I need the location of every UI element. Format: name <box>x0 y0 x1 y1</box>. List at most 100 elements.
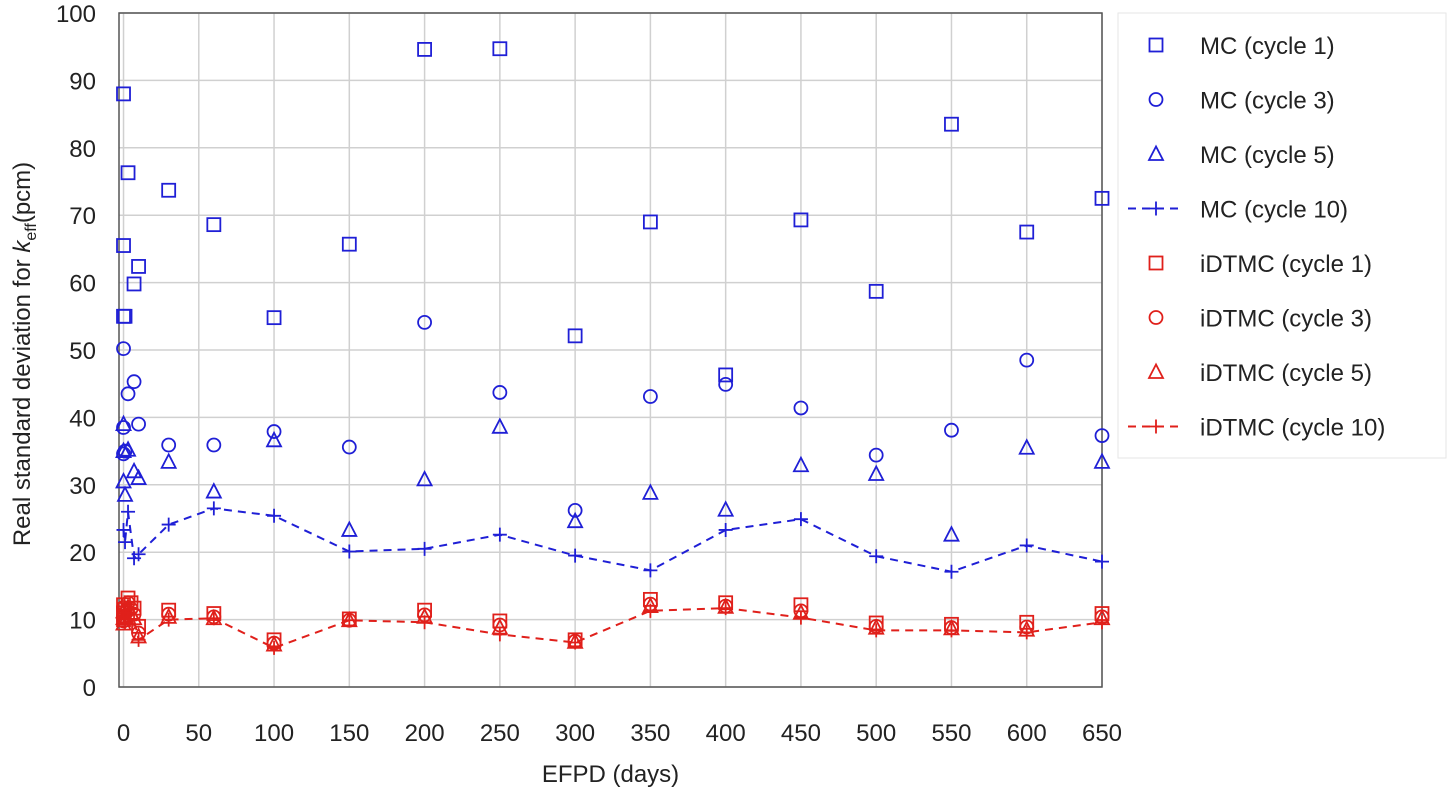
square-marker <box>131 259 146 274</box>
circle-marker <box>120 386 136 402</box>
y-tick-label: 80 <box>69 136 96 163</box>
plus-marker <box>492 627 507 642</box>
plus-marker <box>944 564 959 579</box>
circle-marker <box>793 400 809 416</box>
plus-marker <box>267 508 282 523</box>
triangle-marker <box>416 469 434 487</box>
plus-marker <box>342 544 357 559</box>
circle-marker <box>1019 352 1035 368</box>
x-axis-title: EFPD (days) <box>542 761 679 788</box>
series-idtmc-cycle-10 <box>116 601 1109 655</box>
plus-marker <box>718 522 733 537</box>
square-marker <box>1148 37 1164 53</box>
plus-marker <box>267 640 282 655</box>
triangle-marker <box>119 440 137 457</box>
square-marker <box>417 41 432 57</box>
triangle-marker <box>160 452 178 469</box>
plus-marker <box>417 541 432 556</box>
circle-marker <box>417 314 432 330</box>
plus-marker <box>718 601 733 616</box>
legend-item: MC (cycle 10) <box>1128 197 1348 224</box>
y-tick-label: 90 <box>69 68 96 95</box>
series-idtmc-cycle-3 <box>116 595 1110 651</box>
square-marker <box>161 182 177 198</box>
square-marker <box>116 238 131 253</box>
triangle-marker <box>942 525 960 542</box>
triangle-marker <box>566 511 584 529</box>
plus-marker <box>206 611 221 626</box>
triangle-marker <box>340 520 358 537</box>
legend-item: iDTMC (cycle 1) <box>1148 251 1372 278</box>
legend-label: iDTMC (cycle 3) <box>1200 306 1372 333</box>
square-marker <box>492 41 508 57</box>
square-marker <box>341 236 357 252</box>
triangle-marker <box>867 464 885 481</box>
y-axis-title-subscript: eff <box>23 223 40 241</box>
square-marker <box>117 308 133 324</box>
square-marker <box>116 86 131 102</box>
legend-item: iDTMC (cycle 5) <box>1147 360 1372 387</box>
triangle-marker <box>115 441 132 459</box>
x-tick-label: 300 <box>555 720 595 747</box>
plus-marker <box>121 504 136 519</box>
plus-marker <box>118 535 133 550</box>
series-mc-cycle-5 <box>115 414 1111 542</box>
circle-marker <box>868 447 884 463</box>
circle-marker <box>161 437 177 453</box>
plus-marker <box>161 612 176 627</box>
plus-marker <box>121 605 136 620</box>
triangle-marker <box>717 500 735 517</box>
square-marker <box>206 217 222 233</box>
y-tick-label: 40 <box>69 405 96 432</box>
legend-label: iDTMC (cycle 10) <box>1200 415 1385 442</box>
plot-frame <box>118 12 1103 688</box>
x-tick-label: 200 <box>405 720 445 747</box>
legend-box <box>1117 12 1447 459</box>
grid <box>119 12 1103 688</box>
x-tick-label: 500 <box>856 720 896 747</box>
square-marker <box>868 283 884 299</box>
triangle-marker <box>130 468 148 485</box>
y-axis-title-unit: (pcm) <box>9 162 36 223</box>
legend-item: MC (cycle 5) <box>1147 142 1335 169</box>
triangle-marker <box>115 471 132 489</box>
series-mc-cycle-3 <box>116 314 1110 518</box>
square-marker <box>126 276 142 292</box>
x-tick-label: 350 <box>630 720 670 747</box>
triangle-marker <box>1147 362 1165 379</box>
square-marker <box>1019 224 1035 240</box>
plus-marker <box>417 615 432 630</box>
y-tick-label: 50 <box>69 338 96 365</box>
plus-marker <box>793 512 808 527</box>
x-tick-label: 450 <box>781 720 821 747</box>
plus-marker <box>1019 538 1034 553</box>
triangle-marker <box>115 414 132 432</box>
square-marker <box>944 116 959 132</box>
square-marker <box>793 212 809 228</box>
plus-marker <box>568 548 583 563</box>
plus-marker <box>1095 554 1109 569</box>
circle-marker <box>1094 428 1110 443</box>
triangle-marker <box>1093 452 1111 469</box>
plus-marker <box>793 610 808 625</box>
series-mc-cycle-1 <box>116 41 1110 383</box>
circle-marker <box>492 385 508 400</box>
x-tick-label: 400 <box>706 720 746 747</box>
y-tick-label: 30 <box>69 473 96 500</box>
plus-marker <box>492 527 507 542</box>
y-tick-label: 0 <box>83 675 96 702</box>
circle-marker <box>1148 310 1164 325</box>
circle-marker <box>206 437 222 453</box>
square-marker <box>1094 190 1110 206</box>
plus-marker <box>127 612 142 627</box>
plus-marker <box>116 522 131 537</box>
circle-marker <box>642 389 658 404</box>
plus-marker <box>1095 615 1109 630</box>
plus-marker <box>1149 201 1163 216</box>
plus-marker <box>1019 625 1034 640</box>
x-tick-label: 250 <box>480 720 520 747</box>
square-marker <box>120 165 136 181</box>
triangle-marker <box>792 455 810 473</box>
y-axis-title-text: Real standard deviation for <box>9 253 36 547</box>
